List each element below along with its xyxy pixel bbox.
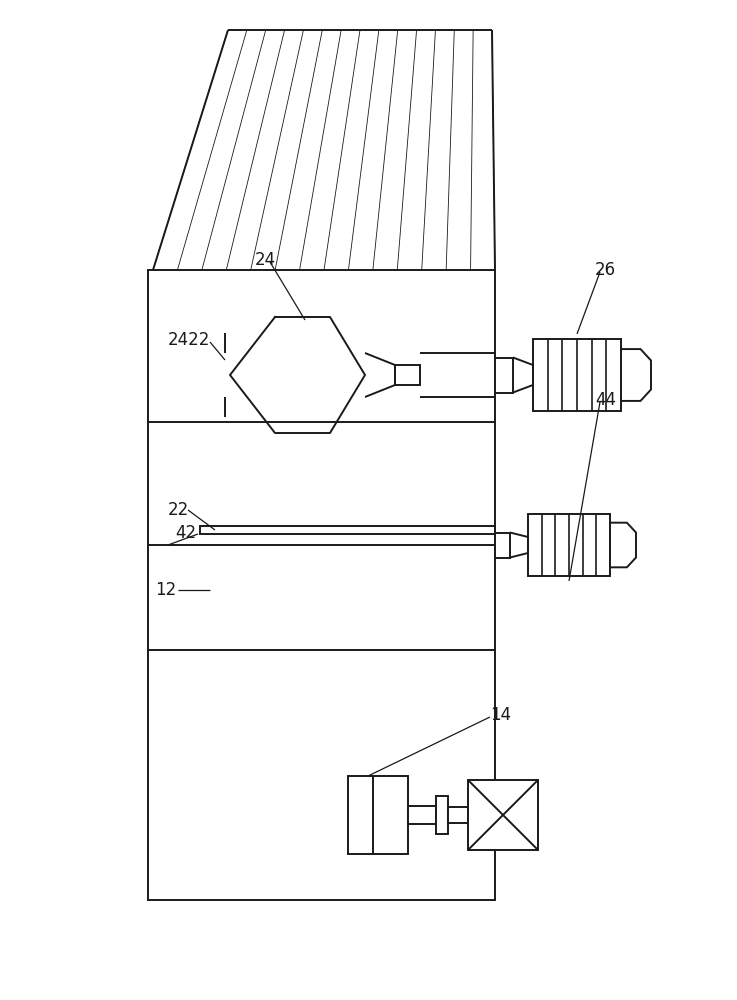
Text: 12: 12: [155, 581, 176, 599]
Text: 22: 22: [168, 501, 189, 519]
Text: 24: 24: [255, 251, 276, 269]
Bar: [533, 339, 621, 411]
Polygon shape: [610, 523, 636, 567]
Bar: [148, 270, 495, 900]
Bar: [448, 807, 468, 823]
Bar: [348, 776, 408, 854]
Polygon shape: [621, 349, 651, 401]
Bar: [200, 526, 495, 534]
Bar: [468, 780, 538, 850]
Bar: [408, 806, 436, 824]
Text: 14: 14: [490, 706, 511, 724]
Bar: [436, 796, 448, 834]
Bar: [495, 532, 510, 558]
Text: 26: 26: [595, 261, 616, 279]
Bar: [528, 514, 610, 576]
Text: 42: 42: [175, 524, 196, 542]
Bar: [495, 358, 513, 392]
Bar: [395, 365, 420, 385]
Text: 44: 44: [595, 391, 616, 409]
Text: 2422: 2422: [168, 331, 210, 349]
